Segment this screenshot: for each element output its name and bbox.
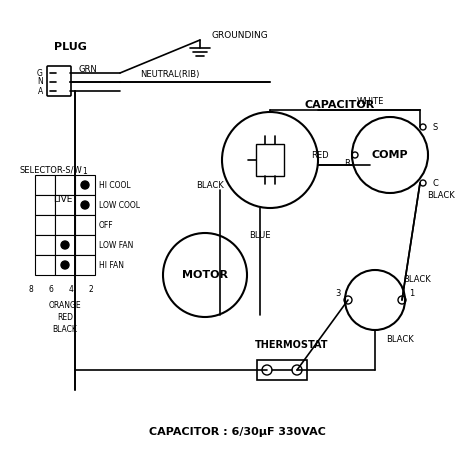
Text: 1: 1 bbox=[409, 289, 414, 298]
Text: S: S bbox=[433, 122, 438, 131]
Bar bbox=[55, 255, 75, 275]
Text: BLUE: BLUE bbox=[249, 230, 271, 239]
Bar bbox=[35, 215, 55, 235]
Bar bbox=[35, 235, 55, 255]
Circle shape bbox=[61, 241, 69, 249]
Text: R: R bbox=[344, 159, 350, 168]
Text: HI COOL: HI COOL bbox=[99, 180, 131, 189]
Circle shape bbox=[61, 261, 69, 269]
Text: NEUTRAL(RIB): NEUTRAL(RIB) bbox=[140, 69, 200, 78]
Bar bbox=[55, 235, 75, 255]
Text: A: A bbox=[38, 86, 43, 95]
Text: GROUNDING: GROUNDING bbox=[211, 31, 268, 40]
Text: G: G bbox=[37, 68, 43, 77]
Bar bbox=[75, 255, 95, 275]
Bar bbox=[75, 215, 95, 235]
Bar bbox=[75, 195, 95, 215]
Text: CAPACITOR: CAPACITOR bbox=[305, 100, 375, 110]
Text: BLACK: BLACK bbox=[196, 180, 224, 189]
Bar bbox=[256, 144, 284, 176]
Bar bbox=[257, 360, 307, 380]
Text: CAPACITOR : 6/30μF 330VAC: CAPACITOR : 6/30μF 330VAC bbox=[148, 427, 326, 437]
Bar bbox=[75, 175, 95, 195]
Circle shape bbox=[81, 201, 89, 209]
Text: OFF: OFF bbox=[99, 220, 114, 230]
Text: WHITE: WHITE bbox=[356, 96, 383, 105]
Text: RED: RED bbox=[311, 152, 329, 161]
Bar bbox=[55, 175, 75, 195]
Bar bbox=[35, 195, 55, 215]
Circle shape bbox=[81, 181, 89, 189]
Text: ORANGE: ORANGE bbox=[49, 301, 82, 310]
Text: PLUG: PLUG bbox=[54, 42, 86, 52]
Text: 4: 4 bbox=[69, 285, 73, 294]
Text: RED: RED bbox=[57, 312, 73, 321]
Bar bbox=[75, 235, 95, 255]
Text: 3: 3 bbox=[336, 289, 341, 298]
Bar bbox=[35, 175, 55, 195]
Text: BLACK: BLACK bbox=[386, 336, 414, 345]
Text: 2: 2 bbox=[89, 285, 93, 294]
Text: BLACK: BLACK bbox=[403, 275, 431, 284]
Text: C: C bbox=[433, 179, 439, 188]
Text: THERMOSTAT: THERMOSTAT bbox=[255, 340, 329, 350]
Bar bbox=[35, 255, 55, 275]
Text: 8: 8 bbox=[28, 285, 33, 294]
Text: 6: 6 bbox=[48, 285, 54, 294]
Text: COMP: COMP bbox=[372, 150, 408, 160]
Text: HI FAN: HI FAN bbox=[99, 261, 124, 270]
Bar bbox=[55, 215, 75, 235]
Text: SELECTOR-S/W: SELECTOR-S/W bbox=[20, 166, 83, 175]
Text: MOTOR: MOTOR bbox=[182, 270, 228, 280]
Text: BLACK: BLACK bbox=[427, 190, 455, 199]
Text: LOW FAN: LOW FAN bbox=[99, 240, 133, 249]
Text: N: N bbox=[37, 77, 43, 86]
Text: LOW COOL: LOW COOL bbox=[99, 201, 140, 210]
Bar bbox=[55, 195, 75, 215]
Text: LIVE: LIVE bbox=[53, 195, 73, 204]
Text: BLACK: BLACK bbox=[53, 324, 77, 333]
Text: 1: 1 bbox=[82, 167, 87, 176]
Text: GRN: GRN bbox=[79, 64, 97, 73]
FancyBboxPatch shape bbox=[47, 66, 71, 96]
